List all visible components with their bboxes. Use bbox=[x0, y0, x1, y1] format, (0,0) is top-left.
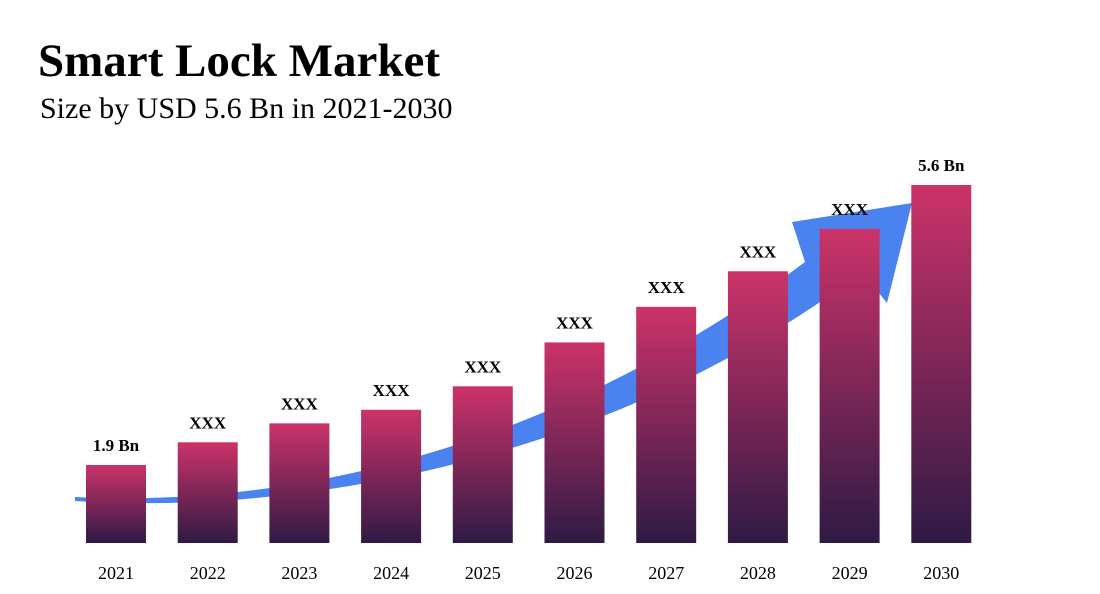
data-label: XXX bbox=[556, 313, 594, 332]
bars: 1.9 Bn 2021 XXX 2022 XXX 2023 XXX 2024 XXX 2025 XX… bbox=[86, 156, 972, 583]
x-tick-label: 2028 bbox=[740, 563, 776, 583]
x-tick-label: 2029 bbox=[832, 563, 868, 583]
data-label: XXX bbox=[373, 381, 411, 400]
x-tick-label: 2024 bbox=[373, 563, 409, 583]
bar bbox=[86, 465, 146, 543]
x-tick-label: 2027 bbox=[648, 563, 684, 583]
bar bbox=[452, 386, 513, 543]
data-label: 5.6 Bn bbox=[918, 156, 965, 175]
chart-subtitle: Size by USD 5.6 Bn in 2021-2030 bbox=[40, 92, 453, 125]
bar bbox=[819, 228, 880, 543]
data-label: XXX bbox=[739, 242, 777, 261]
x-tick-label: 2021 bbox=[98, 563, 134, 583]
data-label: XXX bbox=[189, 413, 227, 432]
data-label: XXX bbox=[281, 394, 319, 413]
x-tick-label: 2025 bbox=[465, 563, 501, 583]
x-tick-label: 2026 bbox=[557, 563, 593, 583]
bar bbox=[177, 442, 238, 543]
x-tick-label: 2030 bbox=[923, 563, 959, 583]
bar bbox=[636, 306, 697, 543]
bar bbox=[361, 409, 422, 543]
bar bbox=[911, 185, 972, 543]
data-label: 1.9 Bn bbox=[93, 436, 140, 455]
x-tick-label: 2022 bbox=[190, 563, 226, 583]
bar bbox=[544, 342, 605, 543]
data-label: XXX bbox=[831, 200, 869, 219]
chart-title: Smart Lock Market bbox=[38, 35, 440, 87]
bar bbox=[727, 271, 788, 543]
data-label: XXX bbox=[648, 278, 686, 297]
x-tick-label: 2023 bbox=[281, 563, 317, 583]
bar bbox=[269, 423, 330, 543]
data-label: XXX bbox=[464, 357, 502, 376]
